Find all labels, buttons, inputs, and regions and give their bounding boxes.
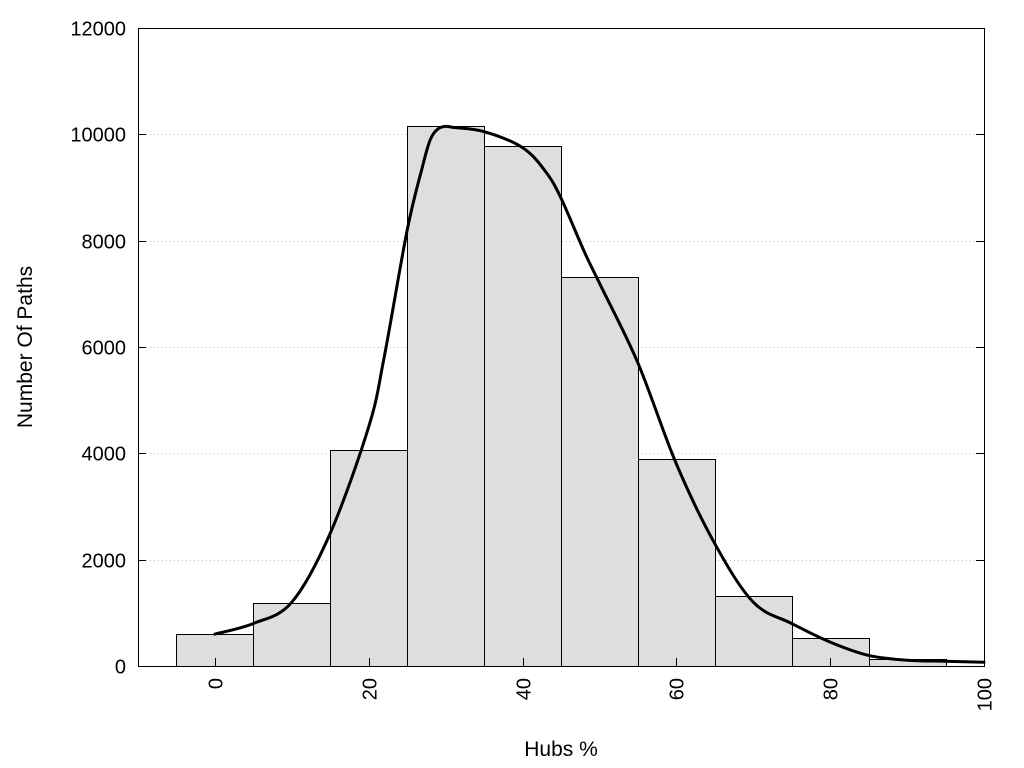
density-curve-layer <box>213 124 986 664</box>
x-axis-ticks: 0 20 40 60 80 100 <box>206 658 997 711</box>
x-tick-label: 100 <box>975 678 997 711</box>
x-tick-label: 40 <box>514 678 536 700</box>
bars <box>176 126 947 667</box>
histogram-bar <box>715 596 793 667</box>
y-tick-label: 2000 <box>82 551 127 573</box>
y-tick-label: 12000 <box>70 19 126 41</box>
histogram-bar <box>638 459 716 667</box>
x-tick-label: 20 <box>360 678 382 700</box>
y-tick-label: 6000 <box>82 338 127 360</box>
histogram-bar <box>407 126 485 667</box>
y-axis-title: Number Of Paths <box>14 266 37 428</box>
histogram-bar <box>484 146 562 667</box>
y-tick-label: 10000 <box>70 125 126 147</box>
histogram-bar <box>253 603 331 667</box>
y-tick-label: 4000 <box>82 444 127 466</box>
x-tick-label: 0 <box>206 678 228 689</box>
grid-lines <box>138 134 984 561</box>
y-axis-ticks: 0 2000 4000 6000 8000 10000 12000 <box>70 19 984 679</box>
x-tick-label: 60 <box>667 678 689 700</box>
x-axis-title: Hubs % <box>524 738 598 761</box>
y-tick-label: 0 <box>115 657 126 679</box>
density-curve <box>213 124 986 664</box>
histogram-bar <box>330 450 408 667</box>
x-tick-label: 80 <box>821 678 843 700</box>
y-tick-label: 8000 <box>82 232 127 254</box>
